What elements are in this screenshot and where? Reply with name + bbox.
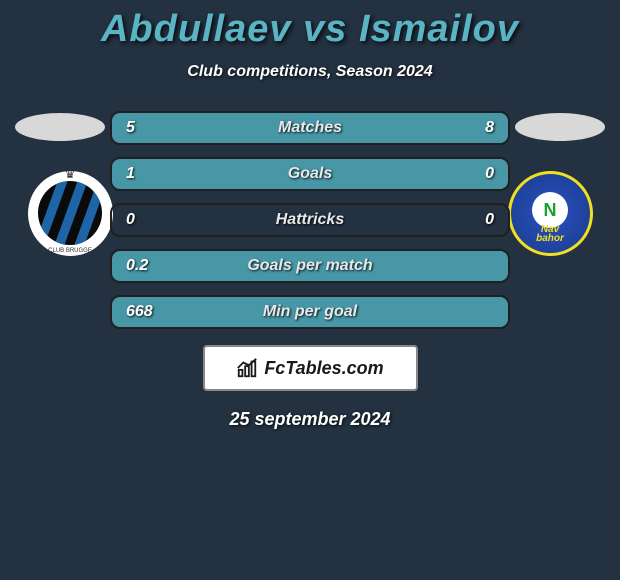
stat-row: 668Min per goal (110, 295, 510, 329)
generation-date: 25 september 2024 (0, 409, 620, 430)
chart-icon (236, 357, 258, 379)
site-label: FcTables.com (264, 358, 383, 379)
club-badge-right: N Navbahor (500, 171, 600, 256)
stat-label: Matches (112, 113, 508, 143)
player-avatar-right (515, 113, 605, 141)
stat-row: 1Goals0 (110, 157, 510, 191)
stat-value-right: 0 (485, 159, 494, 189)
stat-row: 5Matches8 (110, 111, 510, 145)
stat-label: Goals (112, 159, 508, 189)
stat-label: Goals per match (112, 251, 508, 281)
crown-icon: ♛ (65, 167, 76, 181)
club-inner-letter: N (532, 192, 568, 228)
club-name-left: CLUB BRUGGE (28, 248, 113, 254)
stat-label: Min per goal (112, 297, 508, 327)
comparison-area: ♛ CLUB BRUGGE N Navbahor 5Matches8 1Goals… (0, 111, 620, 430)
stat-row: 0Hattricks0 (110, 203, 510, 237)
page-title: Abdullaev vs Ismailov (0, 0, 620, 51)
club-badge-left: ♛ CLUB BRUGGE (20, 171, 120, 256)
club-name-right: Navbahor (511, 225, 590, 243)
stat-row: 0.2Goals per match (110, 249, 510, 283)
stats-container: 5Matches81Goals00Hattricks00.2Goals per … (110, 111, 510, 329)
site-badge: FcTables.com (203, 345, 418, 391)
stat-value-right: 8 (485, 113, 494, 143)
player-avatar-left (15, 113, 105, 141)
stat-label: Hattricks (112, 205, 508, 235)
stat-value-right: 0 (485, 205, 494, 235)
page-subtitle: Club competitions, Season 2024 (0, 63, 620, 81)
